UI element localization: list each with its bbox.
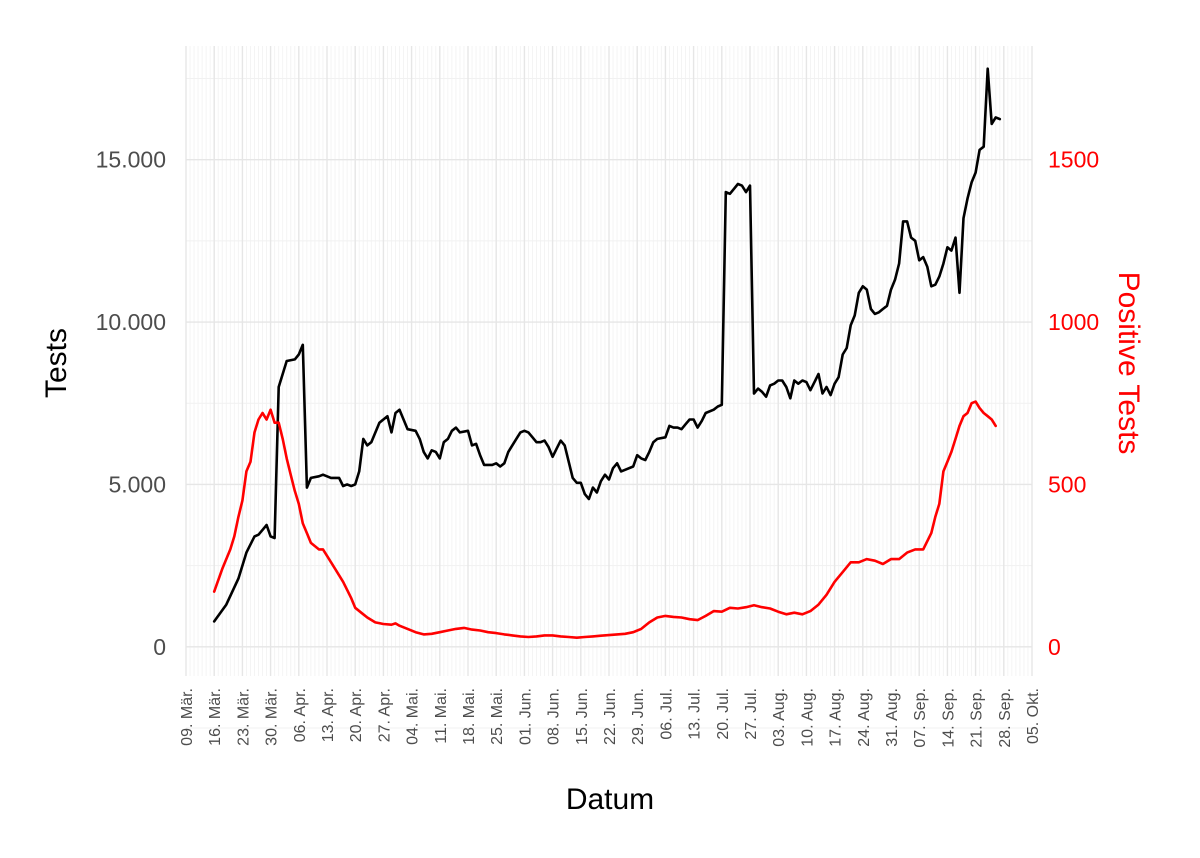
series-line-tests: [212, 67, 1002, 623]
y-right-tick-label: 500: [1048, 471, 1086, 497]
y-left-tick-label: 15.000: [96, 147, 166, 173]
y-axis-right: 0 500 1000 1500: [1048, 147, 1099, 660]
x-tick-label: 09. Mär.: [179, 688, 196, 746]
y-left-tick-label: 10.000: [96, 309, 166, 335]
x-tick-label: 27. Jul.: [743, 688, 760, 740]
y-axis-left-title: Tests: [40, 328, 73, 398]
x-tick-label: 20. Jul.: [715, 688, 732, 740]
x-tick-label: 15. Jun.: [574, 688, 591, 745]
y-left-tick-label: 5.000: [108, 471, 166, 497]
x-tick-label: 06. Jul.: [658, 688, 675, 740]
x-tick-label: 13. Jul.: [687, 688, 704, 740]
x-tick-label: 07. Sep.: [912, 688, 929, 748]
x-axis-title: Datum: [566, 783, 654, 816]
x-tick-label: 24. Aug.: [856, 688, 873, 747]
x-tick-label: 06. Apr.: [292, 688, 309, 742]
x-tick-label: 23. Mär.: [235, 688, 252, 746]
x-tick-label: 10. Aug.: [799, 688, 816, 747]
grid: [185, 46, 1033, 729]
y-right-tick-label: 1000: [1048, 309, 1099, 335]
series-line-positive-tests: [212, 400, 997, 639]
x-tick-label: 08. Jun.: [546, 688, 563, 745]
x-tick-label: 28. Sep.: [997, 688, 1014, 748]
x-tick-label: 22. Jun.: [602, 688, 619, 745]
y-right-tick-label: 0: [1048, 634, 1061, 660]
y-axis-right-title: Positive Tests: [1112, 272, 1145, 455]
y-right-tick-label: 1500: [1048, 147, 1099, 173]
x-tick-label: 17. Aug.: [828, 688, 845, 747]
x-tick-label: 31. Aug.: [884, 688, 901, 747]
x-tick-label: 03. Aug.: [771, 688, 788, 747]
x-tick-label: 18. Mai.: [461, 688, 478, 745]
x-tick-label: 14. Sep.: [940, 688, 957, 748]
x-tick-label: 11. Mai.: [433, 688, 450, 744]
series-lines: [212, 67, 1002, 639]
x-tick-label: 27. Apr.: [376, 688, 393, 742]
x-tick-label: 20. Apr.: [348, 688, 365, 742]
x-tick-label: 29. Jun.: [630, 688, 647, 745]
x-tick-label: 01. Jun.: [517, 688, 534, 745]
x-tick-label: 16. Mär.: [207, 688, 224, 746]
y-axis-left: 0 5.000 10.000 15.000: [96, 147, 166, 660]
x-tick-label: 21. Sep.: [969, 688, 986, 748]
x-tick-label: 30. Mär.: [264, 688, 281, 746]
x-tick-label: 13. Apr.: [320, 688, 337, 742]
x-axis: 09. Mär. 16. Mär. 23. Mär. 30. Mär. 06. Apr.…: [179, 688, 1042, 748]
x-tick-label: 04. Mai.: [405, 688, 422, 745]
x-tick-label: 05. Okt.: [1025, 688, 1042, 744]
x-tick-label: 25. Mai.: [489, 688, 506, 745]
y-left-tick-label: 0: [153, 634, 166, 660]
